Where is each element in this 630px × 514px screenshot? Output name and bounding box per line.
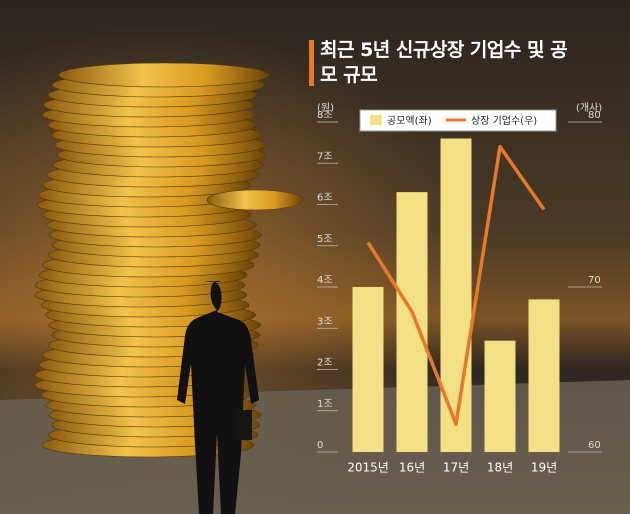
y-tick-label: 5조 bbox=[317, 234, 333, 245]
y2-unit: (개사) bbox=[576, 102, 602, 114]
person-silhouette bbox=[177, 280, 259, 514]
y2-tick-label: 80 bbox=[588, 110, 601, 121]
y-unit: (원) bbox=[317, 102, 334, 114]
y-tick-label: 2조 bbox=[317, 358, 333, 369]
title-bar bbox=[309, 40, 314, 86]
coin-stack bbox=[34, 62, 304, 458]
x-tick-label: 18년 bbox=[487, 461, 513, 475]
bar bbox=[352, 287, 384, 452]
legend-label: 상장 기업수(우) bbox=[471, 114, 537, 127]
y-tick-label: 1조 bbox=[317, 399, 333, 410]
x-tick-label: 19년 bbox=[531, 461, 557, 475]
y-tick-label: 4조 bbox=[317, 275, 333, 286]
y-tick-label: 7조 bbox=[317, 151, 333, 162]
bar bbox=[440, 138, 472, 452]
y-tick-label: 6조 bbox=[317, 193, 333, 204]
x-tick-label: 17년 bbox=[443, 461, 469, 475]
chart-title: 최근 5년 신규상장 기업수 및 공모 규모 bbox=[320, 39, 568, 86]
y-tick-label: 8조 bbox=[317, 110, 333, 121]
bar bbox=[484, 340, 516, 452]
x-tick-label: 16년 bbox=[399, 461, 425, 475]
bar bbox=[396, 192, 428, 452]
briefcase bbox=[236, 410, 252, 440]
x-tick-label: 2015년 bbox=[347, 461, 389, 475]
y2-tick-label: 60 bbox=[588, 440, 601, 451]
bar bbox=[528, 299, 560, 452]
coin bbox=[206, 189, 304, 211]
y2-tick-label: 70 bbox=[588, 275, 601, 286]
coin bbox=[58, 62, 270, 88]
y-tick-label: 3조 bbox=[317, 316, 333, 327]
line bbox=[366, 145, 546, 426]
legend-label: 공모액(좌) bbox=[387, 115, 432, 127]
legend-swatch bbox=[370, 115, 382, 125]
y-tick-label: 0 bbox=[317, 440, 323, 451]
